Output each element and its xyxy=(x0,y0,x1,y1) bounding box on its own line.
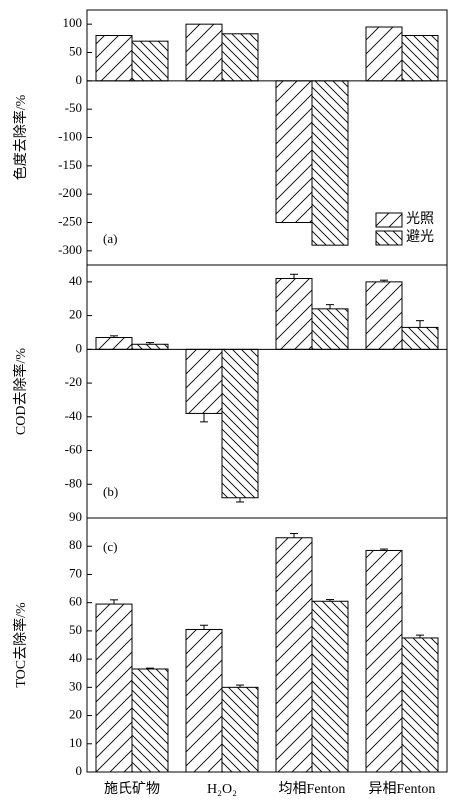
y-tick-label: -200 xyxy=(58,185,82,200)
y-axis-label: COD去除率/% xyxy=(12,348,29,435)
legend-swatch xyxy=(375,230,403,246)
y-tick-label: -80 xyxy=(65,475,82,490)
bar xyxy=(365,549,403,773)
bar xyxy=(275,537,313,773)
bar xyxy=(95,35,133,82)
bar xyxy=(131,343,169,350)
y-tick-label: 100 xyxy=(63,15,83,30)
y-tick-label: -40 xyxy=(65,408,82,423)
bar xyxy=(401,326,439,350)
y-tick-label: -300 xyxy=(58,242,82,257)
panel-label: (a) xyxy=(103,231,117,246)
plot-frame xyxy=(86,517,448,773)
y-tick-label: -50 xyxy=(65,100,82,115)
panel-label: (b) xyxy=(103,484,118,499)
y-axis-label: TOC去除率/% xyxy=(12,602,29,688)
legend-label: 光照 xyxy=(406,211,434,227)
y-tick-label: -60 xyxy=(65,442,82,457)
y-tick-label: 50 xyxy=(69,622,82,637)
error-bar xyxy=(416,634,424,638)
panel-label: (c) xyxy=(103,539,117,554)
y-tick-label: 0 xyxy=(76,72,83,87)
bar xyxy=(401,35,439,82)
error-bar xyxy=(200,624,208,630)
bar xyxy=(131,40,169,82)
y-tick-label: 60 xyxy=(69,594,82,609)
y-tick-label: 30 xyxy=(69,678,82,693)
error-bar xyxy=(146,342,154,345)
bar xyxy=(221,686,259,773)
y-tick-label: 90 xyxy=(69,509,82,524)
bar xyxy=(275,80,313,224)
error-bar xyxy=(146,667,154,669)
bar xyxy=(185,348,223,414)
y-tick-label: -100 xyxy=(58,128,82,143)
y-tick-label: 20 xyxy=(69,307,82,322)
y-tick-label: 80 xyxy=(69,537,82,552)
bar xyxy=(221,33,259,82)
y-tick-label: 0 xyxy=(76,340,83,355)
bar xyxy=(311,600,349,773)
error-bar xyxy=(236,684,244,688)
error-bar xyxy=(326,304,334,309)
legend-label: 避光 xyxy=(406,229,434,245)
error-bar xyxy=(290,273,298,279)
x-tick-label: H₂O₂ xyxy=(207,782,237,797)
y-tick-label: 10 xyxy=(69,735,82,750)
bar xyxy=(95,337,133,350)
y-tick-label: 20 xyxy=(69,707,82,722)
bar xyxy=(365,281,403,350)
y-tick-label: 50 xyxy=(69,43,82,58)
bar xyxy=(95,603,133,773)
y-tick-label: -20 xyxy=(65,374,82,389)
error-bar xyxy=(110,335,118,338)
bar xyxy=(131,668,169,773)
error-bar xyxy=(200,413,208,423)
x-tick-label: 均相Fenton xyxy=(279,781,346,797)
y-tick-label: 0 xyxy=(76,763,83,778)
error-bar xyxy=(110,599,118,605)
error-bar xyxy=(326,599,334,602)
bar xyxy=(365,26,403,82)
y-tick-label: 40 xyxy=(69,650,82,665)
bar xyxy=(185,23,223,82)
error-bar xyxy=(236,497,244,503)
y-tick-label: -150 xyxy=(58,157,82,172)
x-tick-label: 异相Fenton xyxy=(369,781,436,797)
bar xyxy=(185,628,223,773)
bar xyxy=(275,277,313,350)
y-tick-label: -250 xyxy=(58,213,82,228)
error-bar xyxy=(380,279,388,282)
y-tick-label: 70 xyxy=(69,565,82,580)
y-axis-label: 色度去除率/% xyxy=(12,94,29,180)
bar xyxy=(401,637,439,773)
bar xyxy=(221,348,259,499)
bar xyxy=(311,80,349,246)
error-bar xyxy=(290,533,298,538)
x-tick-label: 施氏矿物 xyxy=(104,781,160,797)
error-bar xyxy=(416,320,424,328)
bar xyxy=(311,308,349,350)
error-bar xyxy=(380,548,388,551)
y-tick-label: 40 xyxy=(69,273,82,288)
legend-swatch xyxy=(375,212,403,228)
